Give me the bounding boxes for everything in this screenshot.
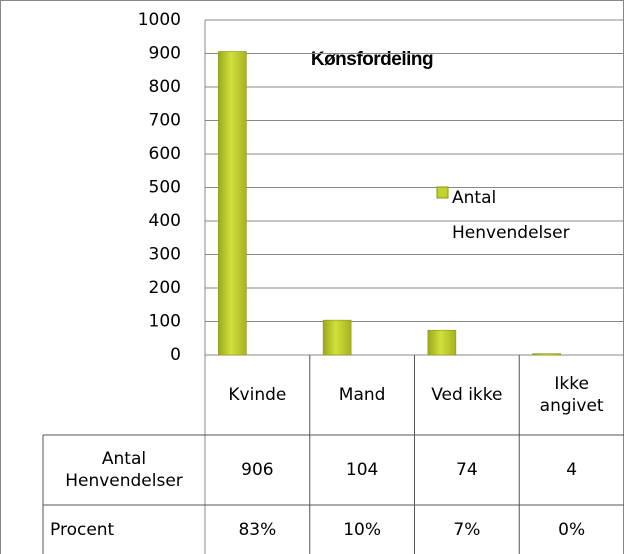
y-tick-label: 100 — [149, 312, 181, 332]
chart-title: Kønsfordeling — [311, 49, 433, 70]
table-value: 906 — [241, 460, 274, 480]
legend-swatch — [436, 186, 449, 199]
y-tick-label: 200 — [149, 278, 181, 298]
y-tick-label: 800 — [149, 77, 181, 97]
bar — [532, 353, 561, 356]
bar — [322, 319, 352, 356]
table-row-label: Procent — [50, 519, 115, 540]
table-row-label: Antal Henvendelser — [65, 449, 183, 491]
bar — [427, 329, 457, 356]
y-tick-label: 400 — [149, 211, 181, 231]
table-value: 4 — [566, 460, 578, 480]
x-tick-label: Kvinde — [228, 385, 287, 405]
x-tick-label: Ikke angivet — [539, 374, 604, 416]
table-value: 0% — [558, 519, 586, 540]
x-tick-label: Ved ikke — [431, 385, 503, 405]
x-tick-label: Mand — [338, 385, 386, 405]
y-tick-label: 600 — [149, 144, 181, 164]
y-tick-label: 300 — [149, 245, 181, 265]
table-value: 104 — [345, 460, 379, 480]
table-value: 74 — [456, 460, 478, 480]
y-tick-label: 700 — [149, 111, 181, 131]
table-value: 10% — [343, 519, 382, 540]
table-value: 7% — [453, 519, 481, 540]
y-tick-label: 1000 — [138, 10, 181, 30]
y-tick-label: 900 — [149, 44, 181, 64]
y-tick-label: 500 — [149, 178, 181, 198]
bar — [218, 51, 247, 356]
table-value: 83% — [238, 519, 277, 540]
y-tick-label: 0 — [170, 345, 181, 365]
legend-label: Antal Henvendelser — [452, 188, 570, 243]
